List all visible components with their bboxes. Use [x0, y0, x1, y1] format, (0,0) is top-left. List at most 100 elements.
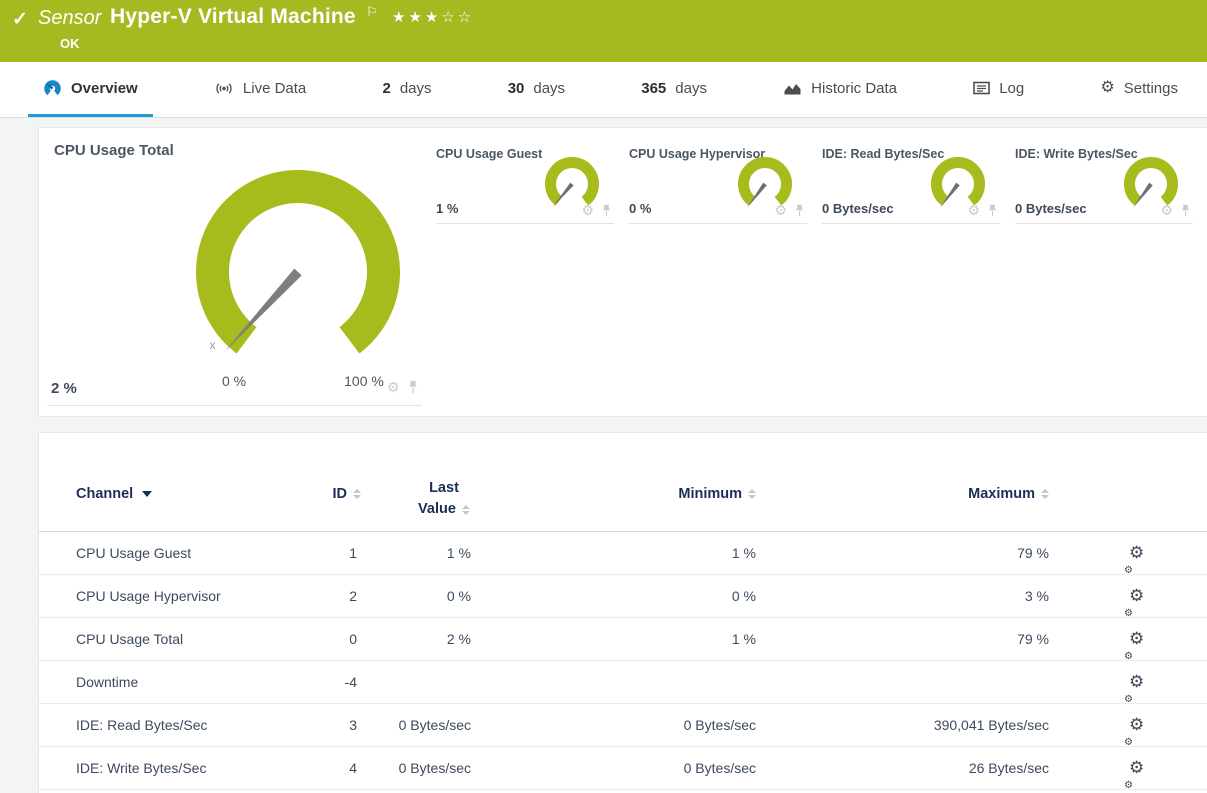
tab-log[interactable]: Log [958, 62, 1039, 117]
channels-card: Channel ID Last Value Minimum Maximum CP… [38, 432, 1207, 793]
gear-icon[interactable]: ⚙ [581, 202, 594, 218]
tab-number: 30 [507, 79, 525, 97]
channel-name: IDE: Write Bytes/Sec [76, 760, 207, 776]
pin-icon[interactable] [987, 204, 998, 217]
tab-bar: Overview Live Data 2 days 30 days 365 days Hist… [0, 62, 1207, 118]
gauge-title: CPU Usage Hypervisor [629, 147, 766, 161]
gauge-panel-ide-write-bytes-sec: IDE: Write Bytes/Sec 0 Bytes/sec ⚙ [1015, 128, 1193, 224]
pin-icon[interactable] [1180, 204, 1191, 217]
channel-settings-icon[interactable]: ⚙ ⚙ [1124, 758, 1145, 791]
gauges-card: CPU Usage Total x 0 % 100 % 2 % ⚙ CPU Us… [38, 127, 1207, 417]
column-header-id[interactable]: ID [299, 486, 361, 502]
table-row[interactable]: IDE: Read Bytes/Sec 3 0 Bytes/sec 0 Byte… [39, 704, 1207, 748]
column-label: Minimum [678, 486, 742, 502]
gauge-value: 2 % [51, 380, 77, 397]
channel-id: 4 [349, 760, 357, 776]
sort-icon [461, 504, 470, 515]
tab-overview[interactable]: Overview [28, 62, 153, 117]
channel-name: CPU Usage Hypervisor [76, 588, 221, 604]
channel-maximum: 390,041 Bytes/sec [933, 717, 1049, 733]
column-header-minimum[interactable]: Minimum [639, 486, 756, 502]
sort-icon [353, 489, 361, 499]
tab-historic-data[interactable]: Historic Data [768, 62, 912, 117]
channel-settings-icon[interactable]: ⚙ ⚙ [1124, 672, 1145, 705]
sensor-kind-label: Sensor [38, 7, 102, 29]
tab-label: Log [999, 79, 1025, 97]
channel-id: 3 [349, 717, 357, 733]
sort-desc-icon [142, 491, 153, 497]
sensor-header: ✓ Sensor Hyper-V Virtual Machine ⚐ ★★★☆☆… [0, 0, 1207, 62]
gauge-value: 1 % [436, 201, 459, 216]
column-header-last-value[interactable]: Last Value [394, 478, 494, 520]
channel-name: CPU Usage Total [76, 631, 184, 647]
channel-maximum: 26 Bytes/sec [968, 760, 1049, 776]
historic-icon [783, 81, 802, 96]
gauge-panel-cpu-usage-guest: CPU Usage Guest 1 % ⚙ [436, 128, 614, 224]
gauge-title: IDE: Read Bytes/Sec [822, 147, 945, 161]
channel-name: CPU Usage Guest [76, 545, 192, 561]
gauge-title: CPU Usage Guest [436, 147, 543, 161]
tab-30-days[interactable]: 30 days [493, 62, 580, 117]
log-icon [973, 81, 991, 95]
status-check-icon: ✓ [12, 9, 28, 30]
column-header-maximum[interactable]: Maximum [932, 486, 1049, 502]
channel-last-value: 0 Bytes/sec [398, 760, 471, 776]
table-row[interactable]: Downtime -4 ⚙ ⚙ [39, 661, 1207, 705]
settings-icon: ⚙ [1100, 79, 1115, 96]
status-badge: OK [60, 36, 80, 51]
sort-icon [1041, 489, 1049, 499]
pin-icon[interactable] [407, 380, 419, 394]
tab-365-days[interactable]: 365 days [626, 62, 722, 117]
pin-icon[interactable] [601, 204, 612, 217]
gauge-panel-cpu-usage-total: CPU Usage Total x 0 % 100 % 2 % ⚙ [39, 128, 431, 416]
channel-id: 2 [349, 588, 357, 604]
channel-last-value: 0 Bytes/sec [398, 717, 471, 733]
tab-label: days [399, 79, 432, 97]
column-label: Last [429, 480, 459, 496]
ide-read-bytes-sec-gauge [926, 152, 990, 216]
channel-maximum: 79 % [1017, 545, 1049, 561]
sort-icon [748, 489, 756, 499]
cpu-usage-hypervisor-gauge [733, 152, 797, 216]
table-row[interactable]: CPU Usage Total 0 2 % 1 % 79 % ⚙ ⚙ [39, 618, 1207, 662]
column-header-channel[interactable]: Channel [76, 486, 153, 502]
cpu-usage-total-gauge: x [183, 157, 413, 387]
tab-2-days[interactable]: 2 days [367, 62, 446, 117]
channel-minimum: 1 % [731, 631, 756, 647]
priority-stars[interactable]: ★★★☆☆ [392, 9, 475, 26]
gauge-icon [43, 79, 62, 98]
table-row[interactable]: CPU Usage Hypervisor 2 0 % 0 % 3 % ⚙ ⚙ [39, 575, 1207, 619]
channel-last-value: 1 % [446, 545, 471, 561]
channel-last-value: 0 % [446, 588, 471, 604]
channel-name: IDE: Read Bytes/Sec [76, 717, 208, 733]
gauge-max-label: 100 % [344, 373, 384, 389]
channel-settings-icon[interactable]: ⚙ ⚙ [1124, 629, 1145, 662]
tab-settings[interactable]: ⚙ Settings [1085, 62, 1193, 117]
tab-number: 365 [641, 79, 667, 97]
channel-settings-icon[interactable]: ⚙ ⚙ [1124, 586, 1145, 619]
ide-write-bytes-sec-gauge [1119, 152, 1183, 216]
gauge-value: 0 Bytes/sec [822, 201, 894, 216]
tab-label: days [533, 79, 566, 97]
channel-last-value: 2 % [446, 631, 471, 647]
tab-number: 2 [382, 79, 391, 97]
gear-icon[interactable]: ⚙ [774, 202, 787, 218]
channel-settings-icon[interactable]: ⚙ ⚙ [1124, 543, 1145, 576]
gear-icon[interactable]: ⚙ [967, 202, 980, 218]
channel-id: -4 [344, 674, 357, 690]
channel-settings-icon[interactable]: ⚙ ⚙ [1124, 715, 1145, 748]
gear-icon[interactable]: ⚙ [387, 379, 400, 395]
panel-divider [47, 405, 422, 406]
channel-minimum: 1 % [731, 545, 756, 561]
gear-icon[interactable]: ⚙ [1160, 202, 1173, 218]
pin-icon[interactable] [794, 204, 805, 217]
tab-live-data[interactable]: Live Data [199, 62, 321, 117]
channel-minimum: 0 % [731, 588, 756, 604]
channel-minimum: 0 Bytes/sec [683, 760, 756, 776]
table-row[interactable]: IDE: Write Bytes/Sec 4 0 Bytes/sec 0 Byt… [39, 747, 1207, 791]
table-row[interactable]: CPU Usage Guest 1 1 % 1 % 79 % ⚙ ⚙ [39, 532, 1207, 576]
gauge-title: CPU Usage Total [54, 142, 174, 159]
channel-maximum: 3 % [1024, 588, 1049, 604]
column-label: Maximum [968, 486, 1035, 502]
gauge-title: IDE: Write Bytes/Sec [1015, 147, 1138, 161]
